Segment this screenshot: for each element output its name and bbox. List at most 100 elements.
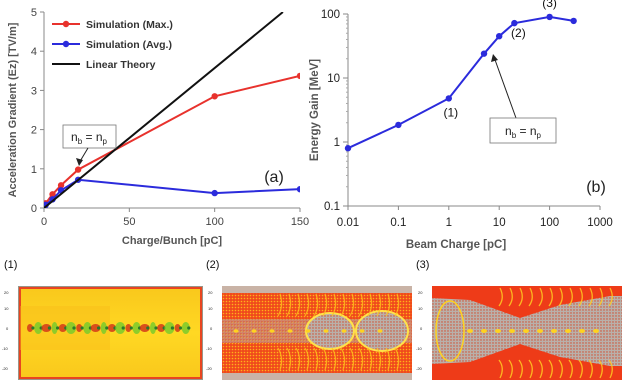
svg-text:-20: -20 <box>2 366 9 371</box>
snapshot-2-filament <box>295 293 301 317</box>
snapshot-1-core <box>72 326 76 330</box>
panel-b-x-tick-label: 1000 <box>587 217 613 229</box>
panel-b-annotation: nb = np <box>489 54 557 144</box>
snapshot-3-filament <box>538 359 543 379</box>
svg-text:20: 20 <box>418 290 423 295</box>
snapshot-2-filament <box>385 347 391 371</box>
snapshot-2-bunch <box>287 329 293 333</box>
annotation-nb-np-a: nb = np <box>71 130 108 146</box>
legend-label-max: Simulation (Max.) <box>86 19 173 31</box>
panel-b-label: (b) <box>586 179 606 196</box>
panel-b-series-point <box>395 121 402 129</box>
snapshot-1-core <box>80 326 84 330</box>
svg-text:0: 0 <box>6 326 9 331</box>
panel-a-series <box>44 12 300 208</box>
snapshot-2-filament <box>385 293 391 317</box>
snapshot-1-bead <box>132 322 141 334</box>
snapshot-label-2: (2) <box>206 259 219 271</box>
snapshot-1-bead <box>125 324 132 332</box>
snapshot-1-bead <box>108 324 116 332</box>
snapshot-3-front <box>435 300 465 362</box>
snapshot-1-bead <box>66 322 76 334</box>
snapshot-2-filament <box>277 347 283 371</box>
panel-a-series-line-1 <box>44 178 300 208</box>
snapshot-3: (3) 20 10 0 -10 -20 <box>416 259 622 380</box>
snapshot-1-core <box>121 326 125 330</box>
svg-text:-10: -10 <box>206 346 213 351</box>
snapshot-label-1: (1) <box>4 259 17 271</box>
svg-text:-10: -10 <box>2 346 9 351</box>
snapshot-1-bead <box>83 322 92 334</box>
panel-a-label: (a) <box>264 169 284 186</box>
snapshot-label-3: (3) <box>416 259 429 271</box>
panel-a-series-point-0 <box>49 191 56 198</box>
panel-a-annotation: nb = np <box>62 124 117 166</box>
snapshot-2-filament <box>277 293 283 317</box>
snapshot-1-bead <box>181 322 190 334</box>
panel-b-series-point <box>570 17 577 25</box>
snapshot-1-core <box>56 326 60 330</box>
panel-a-series-point-0 <box>74 166 82 173</box>
snapshot-2-filament <box>367 347 373 371</box>
legend-entry-avg: Simulation (Avg.) <box>52 39 172 51</box>
snapshot-2-filament <box>376 347 382 371</box>
snapshot-2-filament <box>340 347 346 371</box>
snapshot-3-bunch <box>481 329 487 333</box>
panel-b-x-tick-label: 100 <box>540 217 559 229</box>
panel-b-point-label: (3) <box>542 0 557 10</box>
snapshot-1-core <box>129 326 133 330</box>
snapshot-2-filament <box>349 347 355 371</box>
snapshot-2-filament <box>358 293 364 317</box>
panel-b-y-tick-label: 10 <box>327 73 340 85</box>
snapshot-2-bunch <box>341 329 347 333</box>
snapshot-1-wake <box>20 306 191 350</box>
snapshot-2-filament <box>286 347 292 371</box>
panel-b-series-point <box>445 95 452 102</box>
snapshot-1-bead <box>174 324 181 332</box>
panel-b-tick-labels: 0.1 1 10 100 0.01 0.1 1 10 100 1000 <box>321 9 613 229</box>
snapshot-2-bunch <box>269 329 275 333</box>
panel-a-y-tick-label: 0 <box>31 203 37 215</box>
snapshot-3-filament <box>548 287 553 307</box>
snapshot-3-filament <box>528 359 533 379</box>
snapshot-3-bunch <box>467 329 473 333</box>
svg-text:20: 20 <box>208 290 213 295</box>
panel-a-y-tick-label: 3 <box>31 85 37 97</box>
panel-b-x-axis-label: Beam Charge [pC] <box>406 239 506 251</box>
snapshot-3-filament <box>528 287 533 307</box>
snapshot-3-filament <box>578 359 583 379</box>
snapshot-3-filament <box>498 359 503 379</box>
snapshot-2-bunch <box>305 329 311 333</box>
snapshot-2-filament <box>304 347 310 371</box>
snapshot-1-core <box>170 326 174 330</box>
snapshot-1-core <box>187 326 191 330</box>
panel-a-x-tick-label: 50 <box>123 216 135 228</box>
snapshot-2-filament <box>304 293 310 317</box>
snapshot-3-bunch <box>495 329 501 333</box>
panel-b-series <box>344 13 577 152</box>
snapshot-2-filament <box>367 293 373 317</box>
snapshot-1-bead <box>90 324 101 332</box>
snapshot-2-bunch <box>323 329 329 333</box>
snapshot-3-filament <box>608 359 613 379</box>
panel-a-x-tick-label: 150 <box>291 216 309 228</box>
snapshot-3-filament <box>588 287 593 307</box>
panel-a-series-point-1 <box>211 189 218 197</box>
svg-text:0: 0 <box>420 326 423 331</box>
snapshot-3-filament <box>608 287 613 307</box>
snapshot-1-bead <box>157 324 166 332</box>
svg-text:-10: -10 <box>416 346 423 351</box>
snapshot-2-filament <box>322 347 328 371</box>
svg-text:10: 10 <box>418 306 423 311</box>
panel-a-y-tick-label: 5 <box>31 7 37 19</box>
svg-text:10: 10 <box>4 306 9 311</box>
snapshot-1-core <box>31 326 35 330</box>
snapshot-1-axis: 20 10 0 -10 -20 <box>2 290 9 371</box>
panel-b-series-point <box>496 32 503 40</box>
snapshot-3-filament <box>508 287 513 307</box>
snapshot-2-bubble <box>305 312 355 350</box>
snapshot-3-filament <box>518 287 523 307</box>
panel-a-axes <box>40 11 301 212</box>
svg-text:-20: -20 <box>206 366 213 371</box>
snapshot-2-filament <box>376 293 382 317</box>
